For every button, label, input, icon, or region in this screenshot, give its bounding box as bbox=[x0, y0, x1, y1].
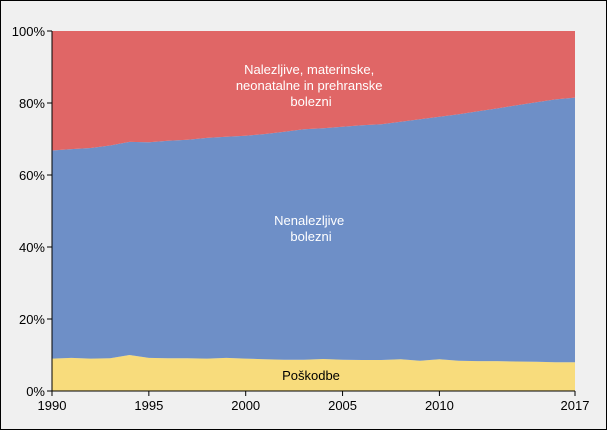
x-tick-label: 2005 bbox=[328, 398, 357, 413]
bottom-area-label: Poškodbe bbox=[282, 368, 340, 383]
x-tick-label: 2017 bbox=[561, 398, 590, 413]
bottom-area-label-line-1: Poškodbe bbox=[282, 368, 340, 383]
axes-group bbox=[51, 31, 575, 392]
ticks-group: 0% 20% 40% 60% 80% 100% 1990 1995 2000 2005 2010 20… bbox=[12, 24, 590, 413]
y-tick-label: 20% bbox=[19, 312, 45, 327]
top-area-label-line-3: bolezni bbox=[290, 94, 331, 109]
middle-area-label: Nenalezljive bolezni bbox=[274, 213, 348, 244]
area-series-2 bbox=[52, 31, 575, 151]
area-series-0 bbox=[52, 355, 575, 391]
x-tick-label: 1990 bbox=[38, 398, 67, 413]
x-tick-label: 2010 bbox=[425, 398, 454, 413]
y-tick-label: 60% bbox=[19, 168, 45, 183]
top-area-label-line-2: neonatalne in prehranske bbox=[236, 78, 383, 93]
y-tick-label: 40% bbox=[19, 240, 45, 255]
x-tick-label: 1995 bbox=[134, 398, 163, 413]
middle-area-label-line-2: bolezni bbox=[290, 229, 331, 244]
x-tick-label: 2000 bbox=[231, 398, 260, 413]
area-series-1 bbox=[52, 97, 575, 363]
top-area-label: Nalezljive, materinske, neonatalne in pr… bbox=[236, 62, 386, 109]
y-tick-label: 100% bbox=[12, 24, 46, 39]
areas-group bbox=[52, 31, 575, 391]
top-area-label-line-1: Nalezljive, materinske, bbox=[244, 62, 374, 77]
middle-area-label-line-1: Nenalezljive bbox=[274, 213, 344, 228]
y-tick-label: 80% bbox=[19, 96, 45, 111]
y-tick-label: 0% bbox=[26, 384, 45, 399]
